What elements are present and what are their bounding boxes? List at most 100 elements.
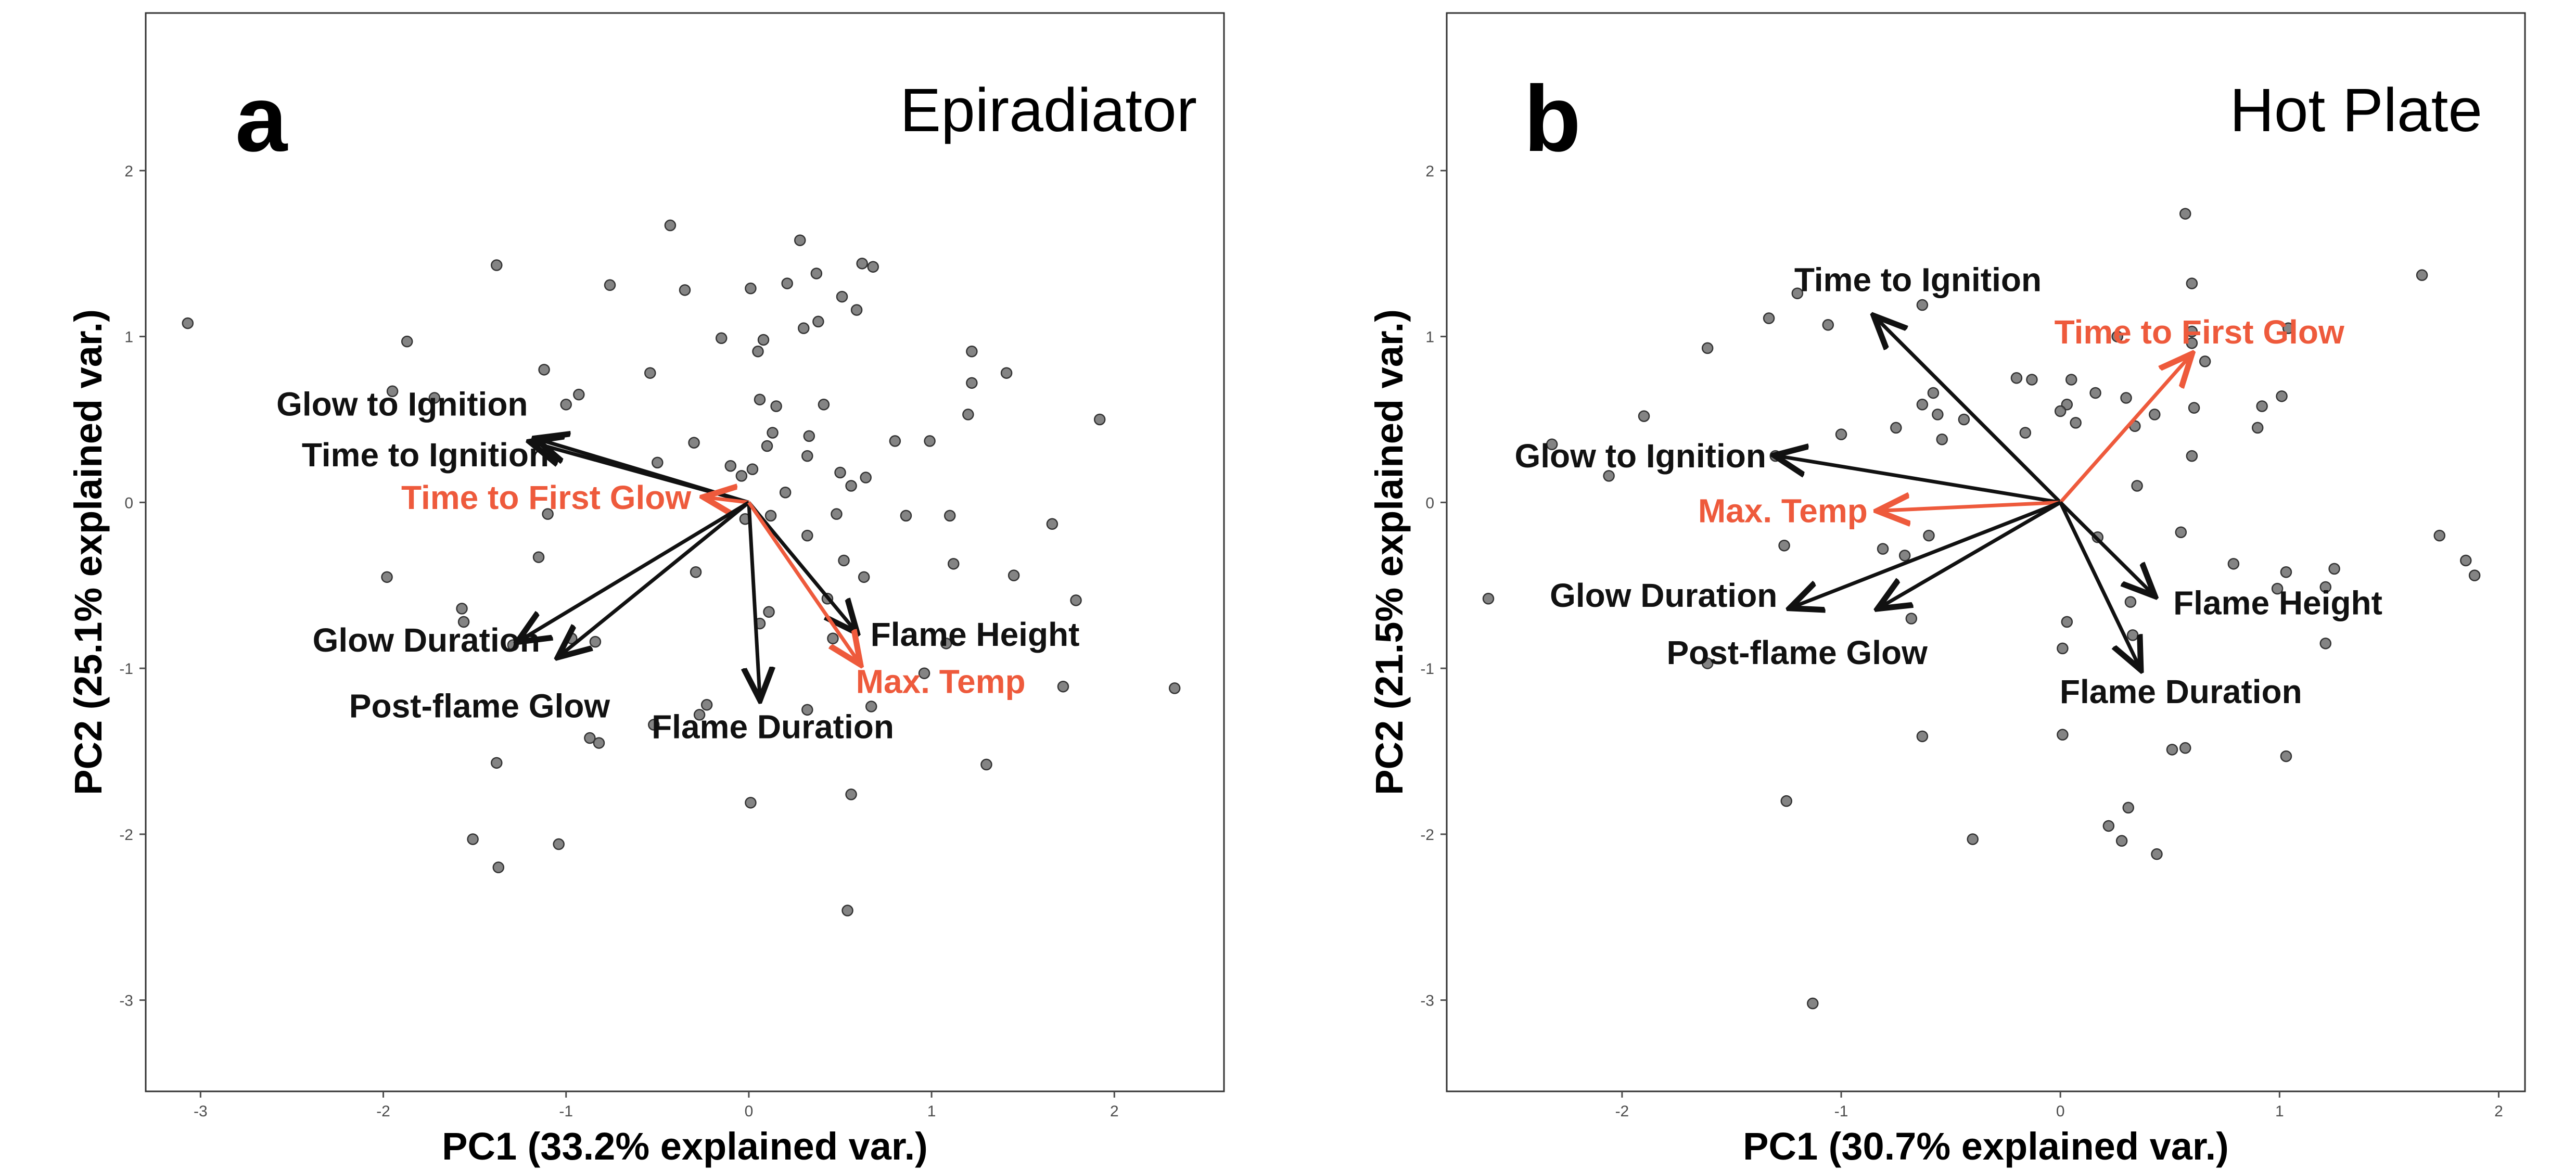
data-point: [2089, 387, 2101, 399]
data-point: [724, 460, 737, 472]
x-tick-label: -3: [194, 1103, 208, 1120]
data-point: [644, 367, 656, 379]
loading-arrow: [707, 498, 749, 503]
data-point: [831, 508, 843, 520]
vector-label: Glow Duration: [313, 621, 540, 659]
x-axis-label: PC1 (30.7% explained var.): [1743, 1125, 2229, 1168]
data-point: [2151, 848, 2163, 860]
data-point: [679, 284, 691, 296]
data-point: [764, 510, 777, 522]
data-point: [1070, 594, 1082, 606]
data-point: [386, 385, 399, 398]
chart-title: Epiradiator: [900, 76, 1197, 145]
data-point: [1780, 795, 1793, 807]
y-tick-label: 0: [124, 494, 133, 512]
data-point: [845, 480, 857, 492]
data-point: [1927, 387, 1940, 399]
data-point: [1763, 312, 1775, 324]
data-point: [560, 399, 572, 411]
vector-label: Post-flame Glow: [1666, 634, 1928, 671]
y-tick-label: 2: [1425, 163, 1434, 180]
data-point: [841, 905, 853, 917]
data-point: [2186, 450, 2198, 462]
data-point: [2460, 554, 2472, 567]
data-point: [752, 346, 764, 358]
data-point: [584, 732, 596, 744]
data-point: [836, 290, 848, 303]
data-point: [745, 282, 757, 295]
data-point: [1932, 409, 1944, 421]
data-point: [770, 400, 782, 412]
vector-label: Time to Ignition: [302, 436, 549, 474]
data-point: [492, 861, 505, 873]
data-point: [2188, 402, 2200, 414]
data-point: [542, 508, 554, 520]
data-point: [2319, 638, 2332, 650]
loading-arrow: [2059, 501, 2139, 667]
data-point: [1638, 410, 1650, 422]
data-point: [966, 346, 978, 358]
data-point: [798, 322, 810, 334]
data-point: [1916, 299, 1929, 311]
data-point: [918, 667, 930, 679]
data-point: [457, 616, 470, 628]
data-point: [182, 317, 194, 329]
data-point: [2026, 374, 2038, 386]
data-point: [1923, 529, 1935, 542]
data-point: [1822, 319, 1834, 331]
data-point: [648, 719, 660, 731]
axis-ticks: -2 -1 0 1 2 -3 -2 -1 0 1 2: [1420, 163, 2503, 1120]
data-point: [2131, 480, 2143, 492]
panel-a-epiradiator: -3 -2 -1 0 1 2 -3 -2 -1 0 1 2 Glow to Ignition Time …: [67, 12, 1225, 1168]
data-point: [845, 788, 857, 800]
panel-letter: b: [1524, 67, 1581, 171]
data-point: [867, 261, 879, 273]
data-point: [2070, 417, 2082, 429]
data-point: [2186, 277, 2198, 289]
vector-label: Time to First Glow: [401, 479, 691, 516]
y-tick-label: 1: [1425, 329, 1434, 346]
data-point: [754, 393, 766, 405]
data-point: [2186, 325, 2198, 338]
x-tick-label: 0: [745, 1103, 754, 1120]
data-point: [2010, 372, 2023, 384]
vector-label: Flame Height: [2173, 584, 2382, 622]
x-tick-label: 2: [1110, 1103, 1119, 1120]
data-point: [2199, 355, 2211, 367]
data-point: [746, 463, 759, 475]
data-point: [2282, 322, 2294, 334]
loading-arrow: [520, 501, 750, 640]
data-point: [1936, 433, 1948, 446]
data-point: [767, 427, 779, 439]
data-point: [1778, 539, 1790, 552]
data-point: [966, 377, 978, 389]
data-point: [532, 551, 545, 563]
data-point: [573, 388, 585, 401]
loading-vectors: Time to Ignition Time to First Glow Glow t…: [1514, 261, 2382, 710]
data-point: [1046, 518, 1059, 530]
data-point: [889, 435, 901, 447]
data-point: [456, 603, 468, 615]
y-tick-label: -3: [119, 992, 133, 1010]
data-point: [900, 510, 912, 522]
data-point: [1000, 367, 1013, 379]
x-tick-label: -2: [376, 1103, 390, 1120]
data-point: [2019, 427, 2032, 439]
loading-arrow: [749, 502, 760, 696]
vector-label: Flame Duration: [652, 708, 894, 745]
data-points: [182, 219, 1181, 917]
x-axis-label: PC1 (33.2% explained var.): [442, 1125, 928, 1168]
vector-label: Max. Temp: [856, 663, 1026, 700]
y-tick-label: 1: [124, 329, 133, 346]
data-point: [401, 335, 413, 348]
data-point: [2120, 392, 2132, 404]
data-point: [2102, 820, 2115, 832]
y-tick-label: -1: [119, 660, 133, 678]
x-tick-label: -2: [1615, 1103, 1629, 1120]
data-point: [794, 234, 806, 246]
data-point: [940, 638, 952, 650]
data-point: [2280, 566, 2292, 578]
data-point: [1835, 428, 1847, 440]
data-point: [2319, 581, 2332, 593]
